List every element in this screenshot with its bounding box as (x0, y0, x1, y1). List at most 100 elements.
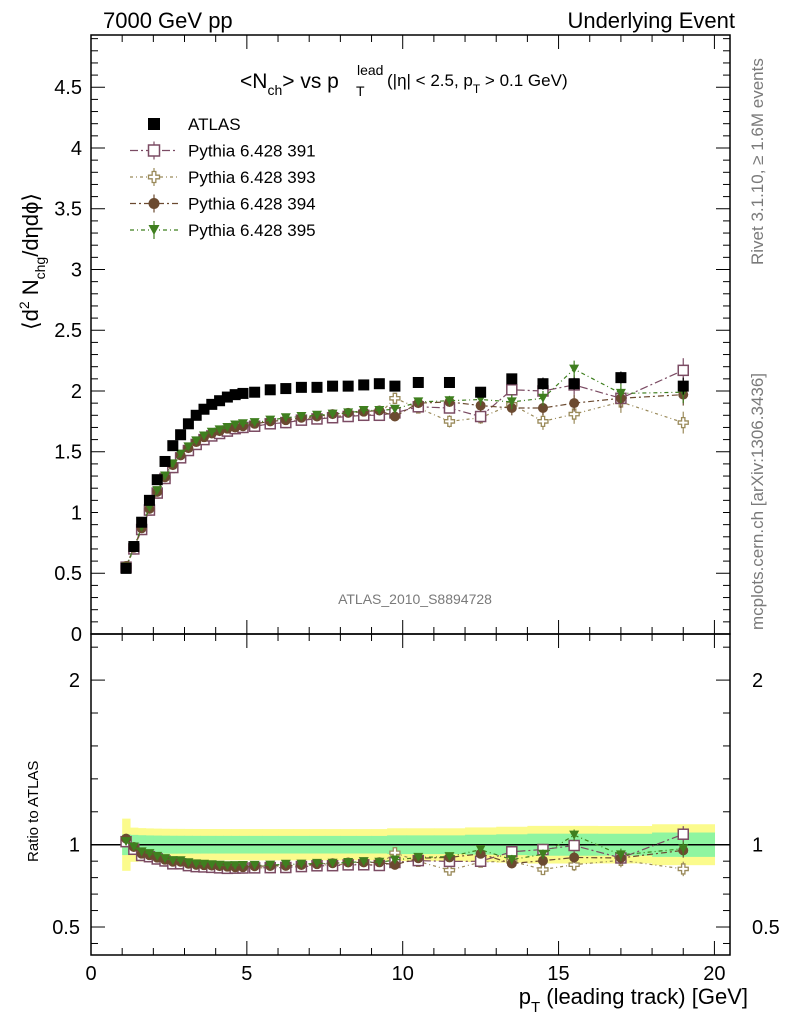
point-p395 (222, 422, 233, 432)
title-sup-lead: lead (357, 62, 383, 78)
mcplots-label: mcplots.cern.ch [arXiv:1306.3436] (748, 373, 767, 630)
point-p393 (677, 416, 689, 429)
title-cuts-a: (|η| < 2.5, p (387, 71, 473, 90)
y-tick-label-ratio: 2 (69, 670, 80, 692)
y-tick-label-top: 4.5 (54, 77, 82, 99)
rivet-label: Rivet 3.1.10, ≥ 1.6M events (748, 58, 767, 265)
point-p395 (327, 409, 338, 419)
ratio-point-p395 (537, 849, 548, 859)
point-p395 (343, 408, 354, 418)
legend-marker-p391 (147, 144, 161, 157)
point-atlas (358, 379, 370, 391)
point-atlas (249, 386, 261, 398)
y-axis-label-ratio: Ratio to ATLAS (25, 761, 42, 862)
series-line-p394 (125, 394, 684, 567)
ratio-point-p395 (311, 858, 322, 868)
y-tick-label-top: 4 (71, 138, 82, 160)
point-p395 (214, 425, 225, 435)
ratio-point-p395 (569, 830, 580, 840)
ratio-point-p395 (327, 858, 338, 868)
point-atlas (389, 380, 401, 392)
ratio-point-p395 (167, 856, 178, 866)
ratio-point-p391 (677, 828, 689, 840)
ratio-point-p395 (144, 849, 155, 859)
point-p395 (237, 419, 248, 429)
point-p393 (389, 392, 401, 404)
point-atlas (182, 418, 194, 430)
point-atlas (206, 398, 218, 410)
ratio-point-p393 (443, 864, 456, 876)
y-tick-label-top: 3.5 (54, 199, 82, 221)
legend-marker-atlas (148, 118, 160, 130)
point-p395 (249, 418, 260, 428)
point-atlas (221, 391, 233, 403)
point-atlas (190, 409, 202, 421)
point-atlas (151, 474, 163, 486)
point-atlas (136, 516, 148, 528)
ratio-point-p391 (568, 839, 580, 852)
point-p395 (206, 427, 217, 437)
point-p395 (374, 405, 385, 415)
ratio-point-p395 (198, 859, 209, 869)
point-p395 (506, 397, 517, 407)
point-atlas (280, 383, 292, 395)
y-tick-label-ratio: 1 (69, 835, 80, 857)
xlabel-b: (leading track) [GeV] (540, 984, 748, 1009)
y-tick-label-top: 3 (71, 259, 82, 281)
y-tick-label-ratio-right: 0.5 (752, 917, 780, 939)
ratio-point-p394 (389, 859, 400, 870)
point-p395 (311, 410, 322, 420)
header-left: 7000 GeV pp (103, 8, 233, 33)
point-atlas (159, 455, 171, 467)
ratio-point-p395 (444, 852, 455, 862)
ratio-panel-ticks: 0.5 0.5 1 1 2 2 (52, 634, 780, 955)
point-atlas (128, 541, 140, 553)
ratio-point-p395 (615, 850, 626, 860)
ratio-point-p393 (568, 859, 580, 871)
legend: ATLAS Pythia 6.428 391 Pythia 6.428 393 Pyt… (130, 115, 316, 240)
legend-label: Pythia 6.428 394 (188, 195, 316, 214)
point-atlas (143, 494, 155, 506)
point-atlas (167, 440, 179, 452)
ratio-point-p395 (475, 845, 486, 855)
x-tick-label: 0 (85, 963, 96, 985)
x-tick-label: 5 (241, 963, 252, 985)
point-p391 (474, 410, 487, 423)
y-tick-label-ratio: 0.5 (52, 917, 80, 939)
series-p391 (120, 358, 689, 573)
y-tick-label-top: 0.5 (54, 563, 82, 585)
point-p395 (198, 431, 209, 441)
point-p395 (358, 405, 369, 415)
ratio-point-p395 (678, 844, 689, 854)
y-tick-label-top: 1 (71, 502, 82, 524)
xlabel-a: p (519, 984, 531, 1009)
ratio-point-p395 (413, 852, 424, 862)
ylabel-b: N (18, 279, 43, 301)
series-p393 (120, 390, 689, 573)
x-axis-ticks: 0 5 10 15 20 (85, 963, 725, 985)
point-atlas (120, 562, 132, 574)
y-tick-label-ratio-right: 2 (752, 670, 763, 692)
ratio-point-p395 (343, 857, 354, 867)
point-p394 (569, 398, 580, 409)
ratio-point-p395 (389, 855, 400, 865)
point-p395 (175, 449, 186, 459)
point-atlas (342, 380, 354, 392)
legend-item: Pythia 6.428 395 (130, 221, 316, 240)
ratio-point-p395 (121, 837, 132, 847)
ratio-point-p395 (237, 860, 248, 870)
point-atlas (677, 380, 689, 392)
legend-marker-p393 (147, 170, 161, 184)
point-p395 (160, 471, 171, 481)
ylabel-sub: chg (32, 257, 48, 280)
point-atlas (214, 395, 226, 407)
ratio-point-p395 (280, 859, 291, 869)
ratio-point-p394 (569, 852, 580, 863)
ratio-series-p395 (121, 829, 689, 871)
point-atlas (373, 378, 385, 390)
point-p394 (389, 411, 400, 422)
series-atlas (120, 371, 689, 574)
point-p395 (444, 396, 455, 406)
title-cuts-sub: T (473, 82, 481, 96)
